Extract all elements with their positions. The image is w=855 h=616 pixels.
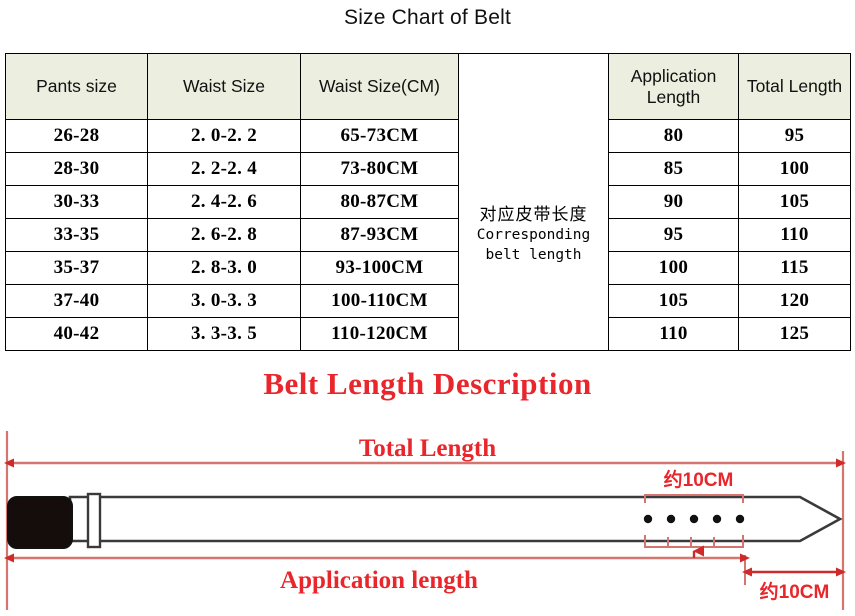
cell-pants-size: 35-37 <box>5 251 148 285</box>
table-body: 26-28 2. 0-2. 2 65-73CM 对应皮带长度 Correspon… <box>5 119 851 351</box>
cell-application-length: 105 <box>608 284 739 318</box>
cell-waist-size: 2. 4-2. 6 <box>147 185 301 219</box>
size-chart-table: Pants size Waist Size Waist Size(CM) App… <box>5 53 851 351</box>
header-waist-size: Waist Size <box>147 53 301 120</box>
cell-total-length: 100 <box>738 152 851 186</box>
cell-waist-size-cm: 87-93CM <box>300 218 459 252</box>
cell-waist-size-cm: 100-110CM <box>300 284 459 318</box>
table-row: 37-40 3. 0-3. 3 100-110CM 105 120 <box>5 284 851 318</box>
cell-waist-size-cm: 73-80CM <box>300 152 459 186</box>
cell-application-length: 80 <box>608 119 739 153</box>
cell-waist-size: 2. 2-2. 4 <box>147 152 301 186</box>
corresponding-label-chinese: 对应皮带长度 <box>479 205 588 225</box>
table-row: 26-28 2. 0-2. 2 65-73CM 对应皮带长度 Correspon… <box>5 119 851 351</box>
cell-total-length: 105 <box>738 185 851 219</box>
tip-length-label: 约10CM <box>759 582 830 603</box>
table-row: 35-37 2. 8-3. 0 93-100CM 100 115 <box>5 251 851 285</box>
hole-spacing-label: 约10CM <box>663 470 734 491</box>
cell-application-length: 110 <box>608 317 739 351</box>
cell-pants-size: 26-28 <box>5 119 148 153</box>
cell-corresponding-belt-length: 对应皮带长度 Corresponding belt length <box>458 119 609 351</box>
cell-waist-size: 2. 6-2. 8 <box>147 218 301 252</box>
belt-length-description-heading: Belt Length Description <box>263 366 592 401</box>
cell-pants-size: 40-42 <box>5 317 148 351</box>
cell-total-length: 115 <box>738 251 851 285</box>
cell-application-length: 95 <box>608 218 739 252</box>
belt-hole <box>735 514 745 524</box>
cell-pants-size: 28-30 <box>5 152 148 186</box>
cell-pants-size: 37-40 <box>5 284 148 318</box>
header-application-length: Application Length <box>608 53 739 120</box>
cell-waist-size: 2. 0-2. 2 <box>147 119 301 153</box>
total-length-label: Total Length <box>358 435 497 462</box>
cell-waist-size-cm: 65-73CM <box>300 119 459 153</box>
table-row: 30-33 2. 4-2. 6 80-87CM 90 105 <box>5 185 851 219</box>
application-length-label: Application length <box>280 567 478 594</box>
header-waist-size-cm: Waist Size(CM) <box>300 53 459 120</box>
belt-diagram: Total Length Application length 约10CM 约1… <box>0 425 855 616</box>
cell-application-length: 100 <box>608 251 739 285</box>
belt-hole <box>643 514 653 524</box>
table-row: 40-42 3. 3-3. 5 110-120CM 110 125 <box>5 317 851 351</box>
page-title: Size Chart of Belt <box>343 6 511 29</box>
cell-application-length: 90 <box>608 185 739 219</box>
belt-hole <box>666 514 676 524</box>
belt-buckle <box>7 496 73 549</box>
belt-keeper-loop <box>86 492 102 549</box>
cell-pants-size: 30-33 <box>5 185 148 219</box>
belt-diagram-svg <box>4 431 846 610</box>
table-header-row: Pants size Waist Size Waist Size(CM) App… <box>5 53 851 120</box>
cell-pants-size: 33-35 <box>5 218 148 252</box>
hole-span-bracket-top <box>644 494 744 503</box>
belt-hole <box>689 514 699 524</box>
cell-application-length: 85 <box>608 152 739 186</box>
belt-hole <box>712 514 722 524</box>
cell-waist-size-cm: 110-120CM <box>300 317 459 351</box>
cell-total-length: 110 <box>738 218 851 252</box>
cell-waist-size-cm: 80-87CM <box>300 185 459 219</box>
cell-total-length: 125 <box>738 317 851 351</box>
cell-waist-size: 3. 3-3. 5 <box>147 317 301 351</box>
table-row: 33-35 2. 6-2. 8 87-93CM 95 110 <box>5 218 851 252</box>
header-pants-size: Pants size <box>5 53 148 120</box>
belt-strap <box>68 495 843 543</box>
cell-total-length: 95 <box>738 119 851 153</box>
cell-waist-size: 3. 0-3. 3 <box>147 284 301 318</box>
cell-waist-size: 2. 8-3. 0 <box>147 251 301 285</box>
cell-waist-size-cm: 93-100CM <box>300 251 459 285</box>
header-total-length: Total Length <box>738 53 851 120</box>
header-blank <box>458 53 609 120</box>
cell-total-length: 120 <box>738 284 851 318</box>
table-header: Pants size Waist Size Waist Size(CM) App… <box>5 53 851 120</box>
table-row: 28-30 2. 2-2. 4 73-80CM 85 100 <box>5 152 851 186</box>
corresponding-label-english: Corresponding belt length <box>476 227 591 264</box>
